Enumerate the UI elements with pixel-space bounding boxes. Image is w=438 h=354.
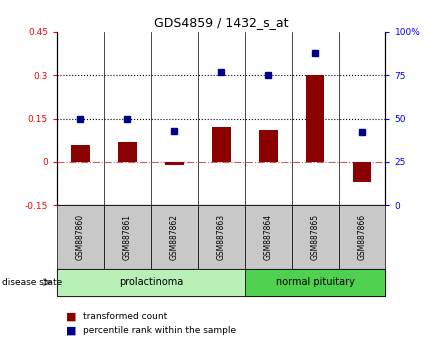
Bar: [353, 162, 371, 182]
Bar: [57, 269, 245, 296]
Text: GSM887864: GSM887864: [264, 214, 272, 260]
Bar: [151, 205, 198, 269]
Text: prolactinoma: prolactinoma: [119, 277, 183, 287]
Text: transformed count: transformed count: [83, 312, 167, 321]
Bar: [198, 205, 245, 269]
Text: GSM887860: GSM887860: [76, 214, 85, 260]
Bar: [212, 127, 230, 162]
Text: disease state: disease state: [2, 278, 63, 287]
Bar: [339, 205, 385, 269]
Bar: [71, 144, 90, 162]
Text: GSM887866: GSM887866: [357, 214, 367, 260]
Text: percentile rank within the sample: percentile rank within the sample: [83, 326, 237, 336]
Text: ■: ■: [66, 312, 76, 322]
Title: GDS4859 / 1432_s_at: GDS4859 / 1432_s_at: [154, 16, 289, 29]
Bar: [292, 205, 339, 269]
Bar: [57, 205, 104, 269]
Text: GSM887862: GSM887862: [170, 214, 179, 260]
Bar: [165, 162, 184, 165]
Text: normal pituitary: normal pituitary: [276, 277, 354, 287]
Bar: [118, 142, 137, 162]
Bar: [104, 205, 151, 269]
Bar: [259, 130, 278, 162]
Text: GSM887865: GSM887865: [311, 214, 320, 260]
Text: ■: ■: [66, 326, 76, 336]
Text: GSM887863: GSM887863: [217, 214, 226, 260]
Bar: [245, 205, 292, 269]
Text: GSM887861: GSM887861: [123, 214, 132, 260]
Bar: [306, 75, 325, 162]
Bar: [245, 269, 385, 296]
